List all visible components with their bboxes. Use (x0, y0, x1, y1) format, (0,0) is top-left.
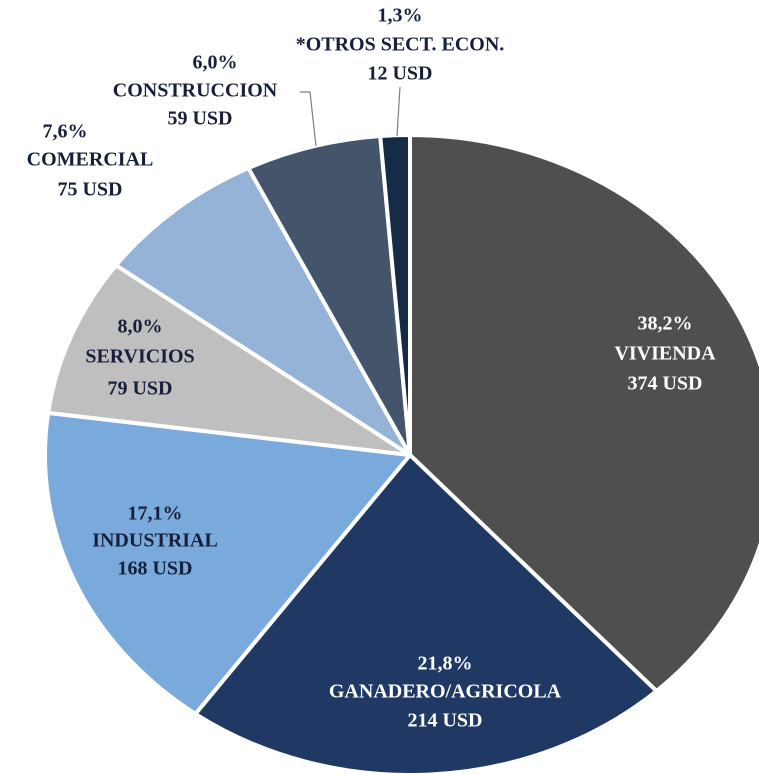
pie-slice (378, 133, 412, 457)
data-label: 8,0% (118, 316, 163, 338)
category-label: SERVICIOS (85, 346, 194, 368)
data-label: 21,8% (418, 653, 473, 675)
data-label: 1,3% (378, 5, 423, 27)
data-label: 38,2% (638, 313, 693, 335)
category-label: GANADERO/AGRICOLA (329, 681, 562, 703)
category-label: *OTROS SECT. ECON. (296, 34, 505, 56)
pie-slice (193, 453, 659, 774)
pie-slice (114, 166, 412, 457)
pie (43, 133, 759, 774)
data-label: 6,0% (193, 52, 238, 74)
category-label: INDUSTRIAL (92, 530, 218, 552)
data-label: 7,6% (43, 121, 88, 143)
amount-label: 79 USD (107, 378, 172, 400)
data-label: 17,1% (128, 503, 183, 525)
leader-line (300, 91, 317, 147)
amount-label: 59 USD (167, 108, 232, 130)
category-label: CONSTRUCCION (113, 80, 278, 102)
category-label: VIVIENDA (614, 343, 716, 365)
pie-slice (246, 134, 412, 457)
amount-label: 75 USD (57, 179, 122, 201)
category-label: COMERCIAL (27, 149, 154, 171)
pie-slice (43, 410, 412, 716)
amount-label: 374 USD (627, 373, 702, 395)
pie-slice (46, 263, 412, 457)
pie-slice (408, 133, 759, 694)
leader-line (396, 86, 401, 137)
amount-label: 12 USD (367, 63, 432, 85)
amount-label: 214 USD (407, 710, 482, 732)
amount-label: 168 USD (117, 558, 192, 580)
